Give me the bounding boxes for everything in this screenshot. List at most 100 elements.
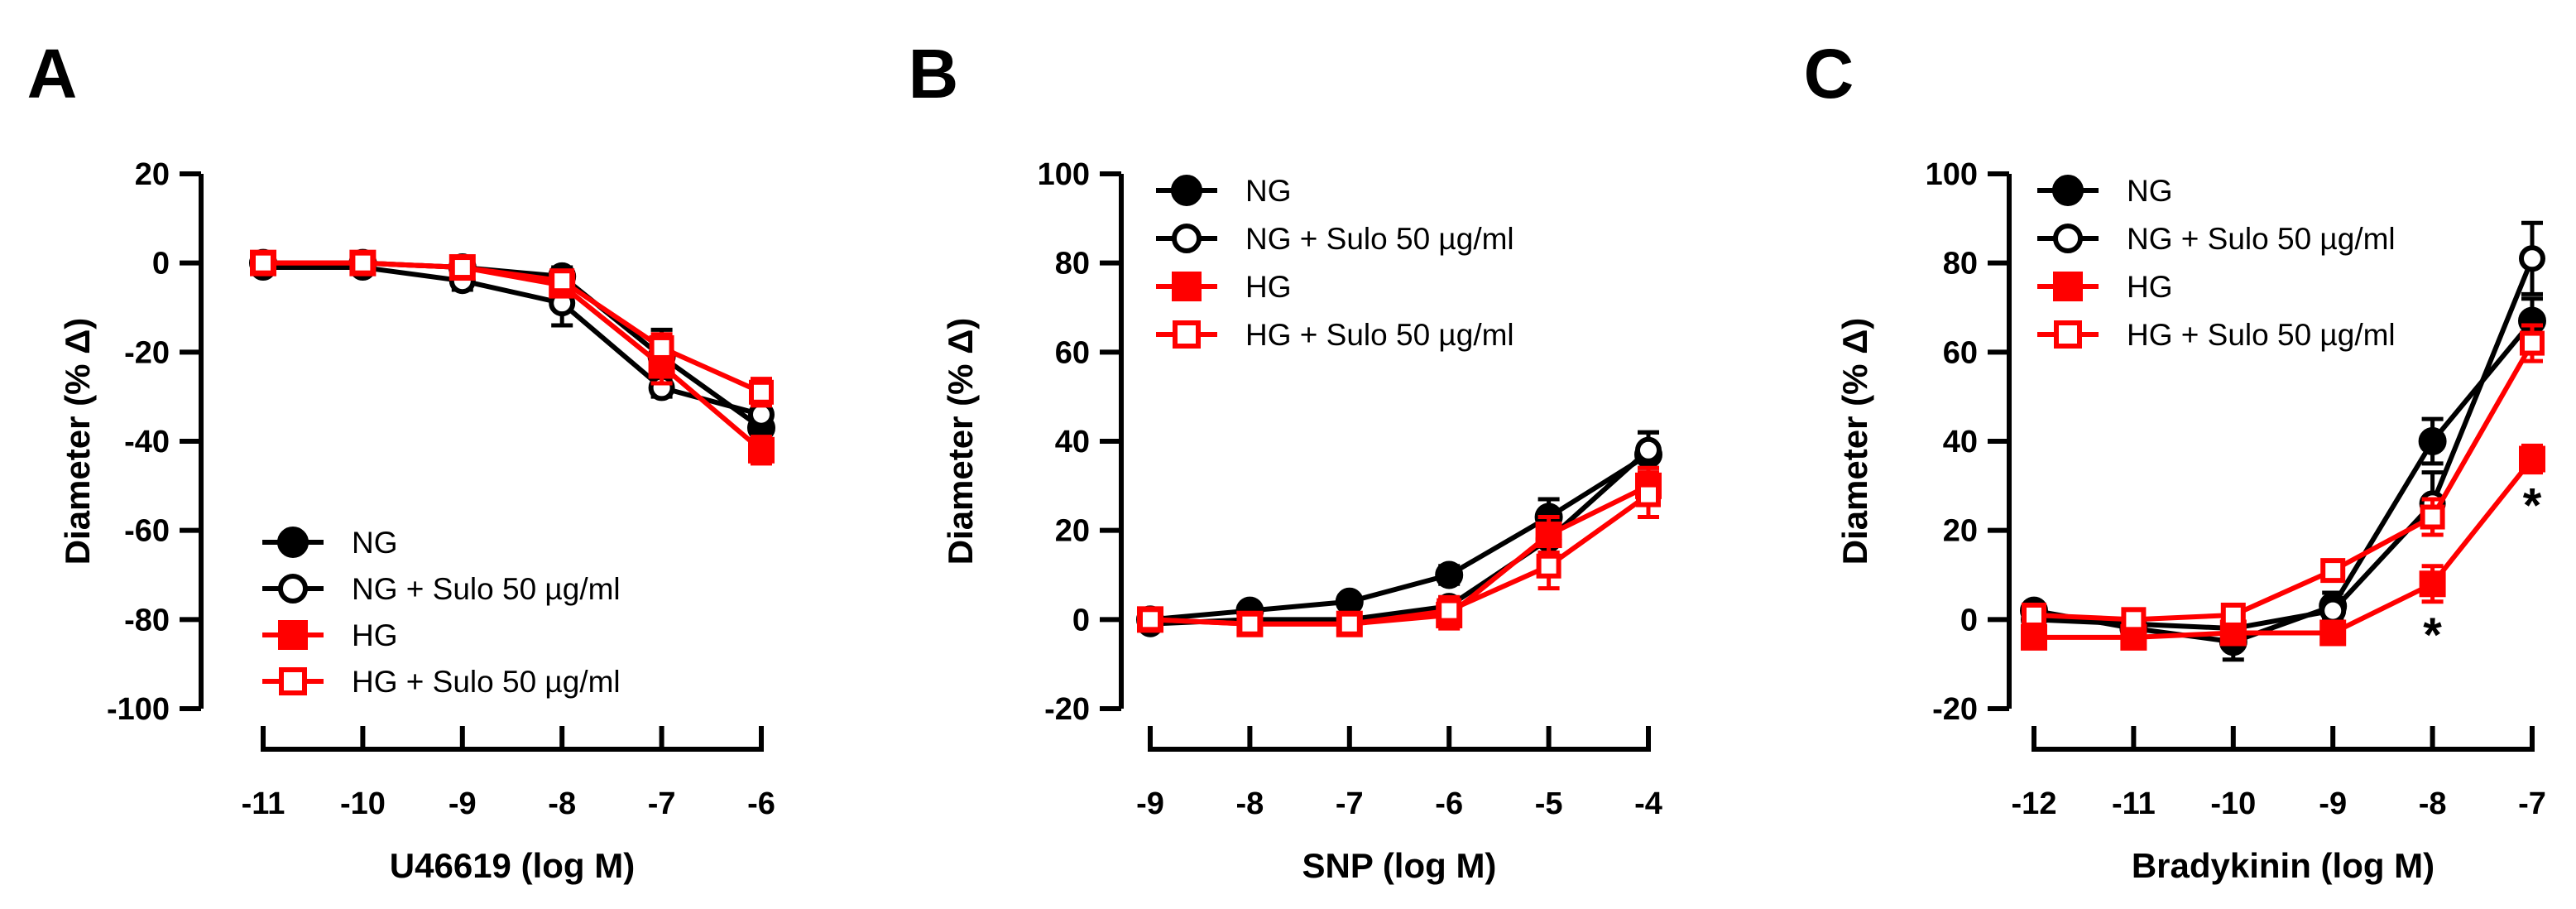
y-tick-label: -20 [124, 335, 170, 370]
legend-marker [2052, 175, 2084, 206]
significance-asterisk: * [2423, 608, 2442, 662]
x-tick-label: -8 [1236, 786, 1264, 821]
series-line [2034, 457, 2535, 640]
data-point [2220, 602, 2246, 628]
data-point [2319, 597, 2347, 624]
data-point [2519, 445, 2545, 473]
y-tick-label: 0 [1960, 603, 1978, 637]
series-line [1149, 483, 1650, 627]
legend-label: NG [352, 526, 398, 560]
data-point [2420, 504, 2445, 530]
legend-label: NG [1245, 174, 1292, 208]
legend-marker [2054, 320, 2082, 349]
x-tick-label: -9 [1136, 786, 1164, 821]
panel-a: A 20 0 -20 -40 -60 -80 -100 -11 -10 -9 -8 -7 -6 U46619… [27, 35, 775, 885]
data-point [2419, 570, 2446, 598]
x-tick-label: -9 [449, 786, 477, 821]
x-tick-label: -7 [1336, 786, 1364, 821]
legend-marker [2053, 272, 2083, 301]
data-point [1636, 482, 1661, 507]
legend-label: HG [352, 618, 398, 652]
panel-c: C 100 80 60 40 20 0 -20 -12 -11 -10 -9 -8 -7 Bradykini… [1804, 35, 2546, 885]
series-line [263, 260, 763, 395]
series-line [2033, 342, 2535, 623]
y-tick-label: 60 [1055, 335, 1090, 370]
series-line [2033, 257, 2535, 632]
significance-asterisk: * [2523, 479, 2542, 533]
series-hg-sulo-50-g-ml [1138, 470, 1661, 637]
y-axis-title: Diameter (% Δ) [1835, 318, 1874, 565]
x-tick-label: -9 [2319, 786, 2347, 821]
data-point [748, 436, 775, 464]
legend-label: NG + Sulo 50 µg/ml [352, 572, 621, 606]
y-tick-label: 100 [1038, 157, 1090, 192]
legend-label: NG + Sulo 50 µg/ml [1245, 222, 1514, 256]
y-tick-label: -60 [124, 514, 170, 549]
panel-b: B 100 80 60 40 20 0 -20 -9 -8 -7 -6 -5 -4 SNP (log M) D… [909, 35, 1662, 885]
y-tick-label: 40 [1055, 425, 1090, 459]
legend-marker [1171, 175, 1202, 206]
series-ng [249, 248, 775, 448]
legend-label: HG + Sulo 50 µg/ml [1245, 318, 1514, 352]
data-point [2121, 607, 2147, 632]
legend: NG NG + Sulo 50 µg/ml HG HG + Sulo 50 µg/ml [1156, 174, 1514, 352]
data-point [1435, 560, 1464, 589]
data-point [1437, 598, 1462, 623]
legend-marker [279, 667, 307, 695]
data-point [449, 255, 475, 281]
legend-marker [278, 620, 308, 650]
series-hg-sulo-50-g-ml [2022, 323, 2545, 632]
x-tick-label: -11 [242, 786, 285, 821]
data-point [2520, 330, 2545, 356]
series-hg [250, 249, 775, 466]
y-tick-label: -100 [107, 692, 170, 727]
x-tick-label: -6 [747, 786, 775, 821]
legend-label: HG + Sulo 50 µg/ml [2127, 318, 2396, 352]
x-axis-title: U46619 (log M) [390, 846, 635, 885]
panel-letter: B [909, 35, 959, 113]
series-ng [2020, 296, 2546, 662]
x-tick-label: -8 [548, 786, 576, 821]
series-ng-sulo-50-g-ml [250, 254, 775, 430]
y-tick-label: -20 [1044, 692, 1090, 727]
legend-label: HG [2127, 270, 2173, 304]
data-point [1138, 607, 1163, 632]
y-tick-label: 80 [1055, 247, 1090, 281]
x-tick-label: -7 [648, 786, 676, 821]
x-axis-title: SNP (log M) [1302, 846, 1497, 885]
x-tick-label: -10 [340, 786, 386, 821]
x-tick-label: -6 [1435, 786, 1463, 821]
data-point [251, 250, 276, 276]
panel-letter: A [27, 35, 78, 113]
legend-marker [1173, 320, 1201, 349]
x-tick-label: -4 [1634, 786, 1662, 821]
series-line [1149, 448, 1650, 627]
legend: NG NG + Sulo 50 µg/ml HG HG + Sulo 50 µg/ml [2037, 174, 2396, 352]
series-line [1149, 493, 1650, 627]
data-point [350, 250, 376, 276]
legend-marker [277, 527, 309, 558]
y-tick-label: 80 [1943, 247, 1978, 281]
x-tick-label: -11 [2112, 786, 2156, 821]
x-tick-label: -12 [2012, 786, 2057, 821]
legend-label: NG + Sulo 50 µg/ml [2127, 222, 2396, 256]
y-tick-label: 0 [152, 247, 170, 281]
legend-marker [1172, 224, 1202, 253]
data-point [1635, 436, 1662, 464]
data-point [749, 379, 774, 405]
series-hg-sulo-50-g-ml [251, 250, 774, 408]
legend-marker [1172, 272, 1202, 301]
data-point [549, 268, 575, 294]
y-tick-label: -20 [1932, 692, 1978, 727]
x-tick-label: -10 [2210, 786, 2256, 821]
legend-label: HG + Sulo 50 µg/ml [352, 665, 621, 699]
x-tick-label: -8 [2419, 786, 2447, 821]
y-tick-label: -40 [124, 425, 170, 459]
data-point [2022, 602, 2046, 628]
x-axis-title: Bradykinin (log M) [2132, 846, 2434, 885]
y-tick-label: 20 [1055, 514, 1090, 549]
data-point [2319, 619, 2347, 647]
y-tick-label: 20 [135, 157, 170, 192]
data-point [1536, 553, 1561, 579]
